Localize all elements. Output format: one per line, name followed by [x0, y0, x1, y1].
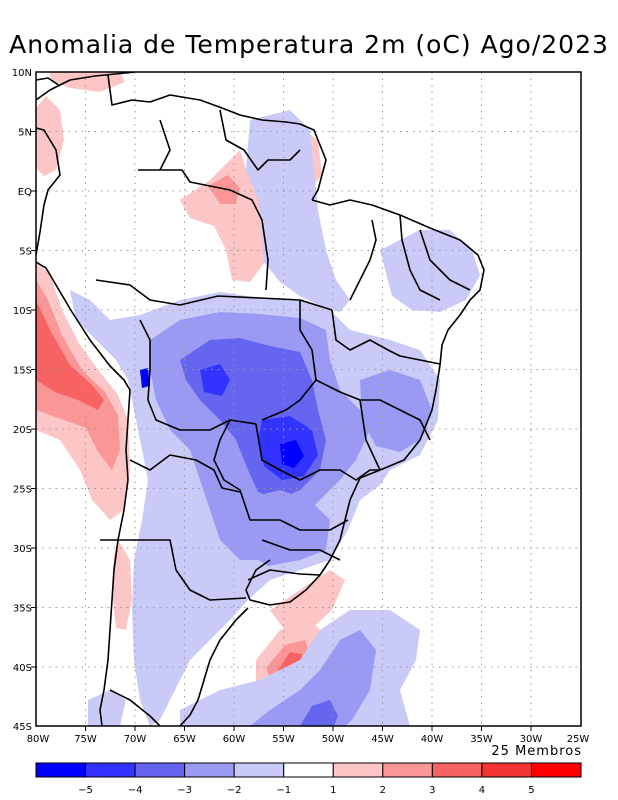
lon-labels: 80W 75W 70W 65W 60W 55W 50W 45W 40W 35W … — [27, 734, 590, 745]
colorbar-label: 3 — [429, 785, 435, 796]
lat-label: 40S — [13, 663, 32, 674]
lon-label: 45W — [371, 734, 394, 745]
colorbar-boxes — [35, 762, 582, 778]
cold-south-brazil — [240, 490, 330, 566]
warm-caribbean — [50, 72, 125, 92]
cold-south-atlantic-mid — [250, 630, 376, 726]
colorbar-box — [184, 762, 235, 778]
colorbar-label: −3 — [177, 785, 192, 796]
cold-anomaly-layer — [70, 110, 480, 726]
warm-peru-chile-coast-inner — [36, 300, 104, 410]
lat-label: 5S — [19, 247, 32, 258]
colorbar-box — [283, 762, 334, 778]
cold-northeast-brazil — [380, 230, 480, 312]
colorbar-label: 2 — [380, 785, 386, 796]
lat-label: 35S — [13, 604, 32, 615]
cold-amazon-east — [246, 110, 350, 312]
colorbar-label: −1 — [276, 785, 291, 796]
cold-mato-grosso-spot — [200, 364, 230, 396]
cold-parana-inner — [280, 440, 304, 468]
lon-label: 40W — [421, 734, 444, 745]
lat-label: 10N — [12, 68, 32, 79]
colorbar: −5 −4 −3 −2 −1 1 2 3 4 5 — [35, 762, 582, 796]
lat-label: 25S — [13, 485, 32, 496]
lon-label: 80W — [27, 734, 50, 745]
map-title: Anomalia de Temperatura 2m (oC) Ago/2023 — [9, 30, 609, 59]
lon-label: 60W — [223, 734, 246, 745]
colorbar-box — [481, 762, 532, 778]
warm-uruguay-coast — [270, 570, 345, 632]
lat-label: 15S — [13, 366, 32, 377]
warm-north-amazon — [180, 150, 270, 282]
lat-labels: 10N 5N EQ 5S 10S 15S 20S 25S 30S 35S 40S… — [12, 68, 32, 733]
lat-label: 5N — [18, 128, 32, 139]
colorbar-label: −5 — [78, 785, 93, 796]
lat-label: 10S — [13, 306, 32, 317]
warm-north-coast — [36, 96, 64, 176]
colorbar-labels: −5 −4 −3 −2 −1 1 2 3 4 5 — [78, 785, 534, 796]
lon-label: 70W — [124, 734, 147, 745]
cold-southeast-brazil — [360, 370, 432, 452]
lon-label: 75W — [74, 734, 97, 745]
lon-label: 50W — [322, 734, 345, 745]
colorbar-box — [85, 762, 136, 778]
coastlines-borders — [36, 72, 485, 726]
lat-label: 45S — [13, 722, 32, 733]
colorbar-box — [35, 762, 87, 778]
cold-south-atlantic-core — [300, 700, 338, 726]
lon-label: 30W — [520, 734, 543, 745]
colorbar-box — [134, 762, 186, 778]
lon-label: 55W — [272, 734, 295, 745]
tick-marks — [31, 131, 532, 731]
lat-label: 20S — [13, 425, 32, 436]
lon-label: 65W — [173, 734, 196, 745]
warm-chile-strip — [112, 540, 132, 630]
colorbar-label: 1 — [330, 785, 336, 796]
colorbar-box — [530, 762, 582, 778]
colorbar-box — [332, 762, 384, 778]
colorbar-box — [382, 762, 433, 778]
lon-label: 25W — [567, 734, 590, 745]
colorbar-box — [233, 762, 285, 778]
plot-frame — [35, 71, 582, 727]
colorbar-label: 5 — [528, 785, 534, 796]
cold-bolivia-spot — [140, 368, 150, 388]
lon-label: 35W — [470, 734, 493, 745]
colorbar-label: 4 — [479, 785, 485, 796]
members-label: 25 Membros — [491, 744, 582, 759]
colorbar-box — [431, 762, 483, 778]
lat-label: 30S — [13, 544, 32, 555]
colorbar-label: −2 — [227, 785, 242, 796]
cold-patagonia — [88, 690, 126, 726]
colorbar-label: −4 — [128, 785, 143, 796]
lat-label: EQ — [18, 187, 32, 198]
